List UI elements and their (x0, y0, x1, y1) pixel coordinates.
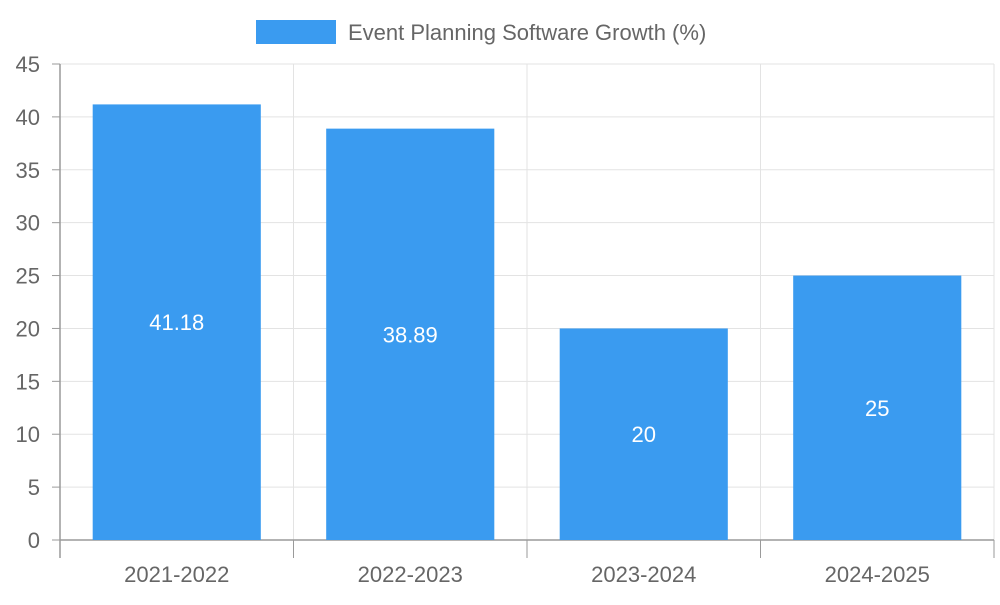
bar[interactable] (793, 275, 962, 540)
labels-layer: 41.18 38.89 20 25 (149, 310, 889, 447)
y-tick-label: 40 (16, 105, 40, 130)
y-tick-label: 35 (16, 158, 40, 183)
y-tick-label: 45 (16, 52, 40, 77)
bar[interactable] (92, 104, 261, 541)
y-tick-label: 20 (16, 316, 40, 341)
y-tick-label: 30 (16, 211, 40, 236)
x-tick-label: 2022-2023 (358, 562, 463, 587)
legend[interactable]: Event Planning Software Growth (%) (256, 20, 706, 45)
axis-layer: 0 5 10 15 20 25 30 35 40 45 2021-2022 2022-2023 2023… (16, 52, 995, 587)
bar[interactable] (559, 328, 728, 540)
y-tick-label: 25 (16, 264, 40, 289)
bar-value-label: 25 (865, 396, 889, 421)
bar-value-label: 20 (632, 422, 656, 447)
x-tick-label: 2021-2022 (124, 562, 229, 587)
x-tick-label: 2024-2025 (825, 562, 930, 587)
bar[interactable] (326, 128, 495, 540)
y-tick-label: 15 (16, 369, 40, 394)
y-tick-label: 10 (16, 422, 40, 447)
bars-layer (92, 104, 962, 541)
x-tick-label: 2023-2024 (591, 562, 696, 587)
legend-label[interactable]: Event Planning Software Growth (%) (348, 20, 706, 45)
bar-value-label: 38.89 (383, 322, 438, 347)
y-tick-label: 5 (28, 475, 40, 500)
bar-value-label: 41.18 (149, 310, 204, 335)
y-tick-label: 0 (28, 528, 40, 553)
legend-swatch[interactable] (256, 20, 336, 44)
